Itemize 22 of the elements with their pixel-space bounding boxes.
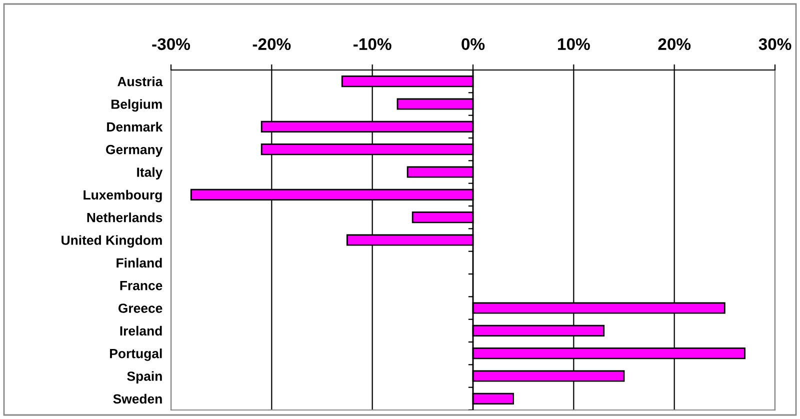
x-tick-label: -10% xyxy=(354,38,392,50)
y-tick-label: Belgium xyxy=(112,99,162,112)
y-tick-label: France xyxy=(120,281,162,290)
y-tick-label: Ireland xyxy=(120,326,162,336)
y-tick-label: Portugal xyxy=(110,348,162,361)
y-tick-label: Germany xyxy=(106,144,163,157)
y-tick-label: Finland xyxy=(116,258,162,268)
y-tick-label: Luxembourg xyxy=(84,190,162,202)
y-tick-label: Netherlands xyxy=(87,212,162,222)
x-tick-label: 20% xyxy=(658,38,691,50)
y-tick-label: Sweden xyxy=(113,394,162,404)
x-tick-label: 10% xyxy=(558,38,590,50)
x-tick-label: 0% xyxy=(462,38,485,50)
y-tick-label: United Kingdom xyxy=(62,235,162,248)
y-tick-label: Italy xyxy=(137,167,163,180)
y-tick-label: Spain xyxy=(127,371,162,384)
x-tick-label: -30% xyxy=(152,38,190,50)
y-tick-label: Greece xyxy=(118,304,162,313)
x-tick-label: -20% xyxy=(252,38,291,50)
y-tick-label: Denmark xyxy=(107,122,163,132)
y-tick-label: Austria xyxy=(118,76,163,86)
x-tick-label: 30% xyxy=(758,38,792,50)
